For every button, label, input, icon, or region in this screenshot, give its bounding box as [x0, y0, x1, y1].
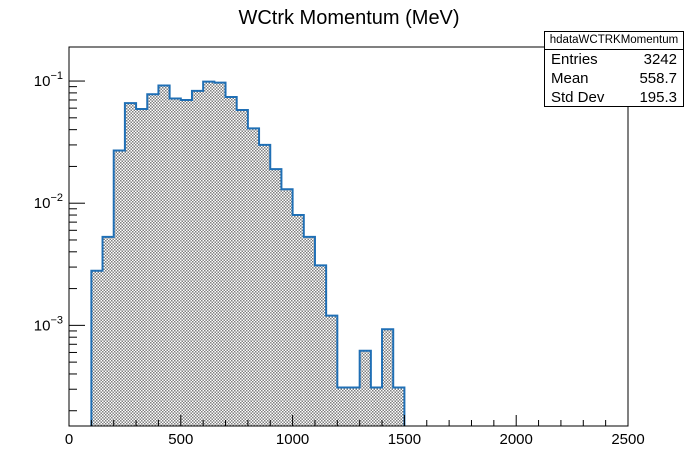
y-tick-label: 10−1 [34, 70, 63, 90]
histogram-bar [326, 315, 338, 426]
y-tick-label: 10−2 [34, 192, 63, 212]
x-tick-label: 1000 [276, 431, 309, 448]
histogram-bar [314, 265, 327, 426]
stats-label: Entries [551, 51, 598, 68]
histogram-bar [281, 189, 293, 426]
stats-row-entries: Entries 3242 [545, 50, 683, 69]
histogram-bars [91, 81, 405, 427]
x-axis: 0 500 1000 1500 2000 2500 [65, 415, 645, 448]
histogram-bar [359, 350, 371, 426]
histogram-bar [169, 98, 181, 427]
stats-row-mean: Mean 558.7 [545, 69, 683, 88]
histogram-bar [270, 169, 282, 427]
stats-label: Std Dev [551, 89, 605, 106]
histogram-bar [259, 144, 271, 426]
histogram-bar [382, 329, 394, 426]
stats-value: 195.3 [639, 89, 677, 106]
histogram-bar [303, 236, 315, 426]
histogram-bar [203, 81, 215, 427]
histogram-bar [191, 90, 204, 427]
histogram-bar [236, 109, 248, 427]
histogram-bar [91, 270, 103, 426]
x-tick-label: 2500 [611, 431, 644, 448]
stats-value: 558.7 [639, 70, 677, 87]
histogram-bar [124, 103, 137, 427]
chart-title: WCtrk Momentum (MeV) [238, 7, 459, 29]
histogram-bar [337, 387, 349, 426]
stats-value: 3242 [643, 51, 677, 68]
histogram-bar [370, 387, 383, 426]
y-axis: 10−1 10−2 10−3 [34, 70, 85, 412]
histogram-outline [90, 80, 406, 426]
stats-box-title: hdataWCTRKMomentum [545, 32, 683, 50]
histogram-bar [147, 94, 159, 426]
plot-frame [68, 46, 629, 427]
histogram-bar [393, 387, 405, 426]
histogram-bar [247, 128, 260, 426]
histogram-bar [158, 85, 170, 426]
y-tick-label: 10−3 [34, 314, 63, 334]
x-tick-label: 0 [65, 431, 73, 448]
histogram-bar [348, 387, 360, 426]
x-tick-label: 1500 [388, 431, 421, 448]
x-tick-label: 500 [168, 431, 193, 448]
histogram-bar [102, 236, 114, 426]
histogram-bar [214, 82, 226, 426]
stats-label: Mean [551, 70, 589, 87]
histogram-bar [292, 215, 304, 426]
histogram-bar [136, 109, 148, 427]
stats-box: hdataWCTRKMomentum Entries 3242 Mean 558… [544, 31, 684, 107]
histogram-bar [180, 99, 192, 426]
x-tick-label: 2000 [500, 431, 533, 448]
histogram-bar [113, 150, 125, 426]
histogram-bar [225, 97, 237, 427]
stats-row-std-dev: Std Dev 195.3 [545, 88, 683, 107]
